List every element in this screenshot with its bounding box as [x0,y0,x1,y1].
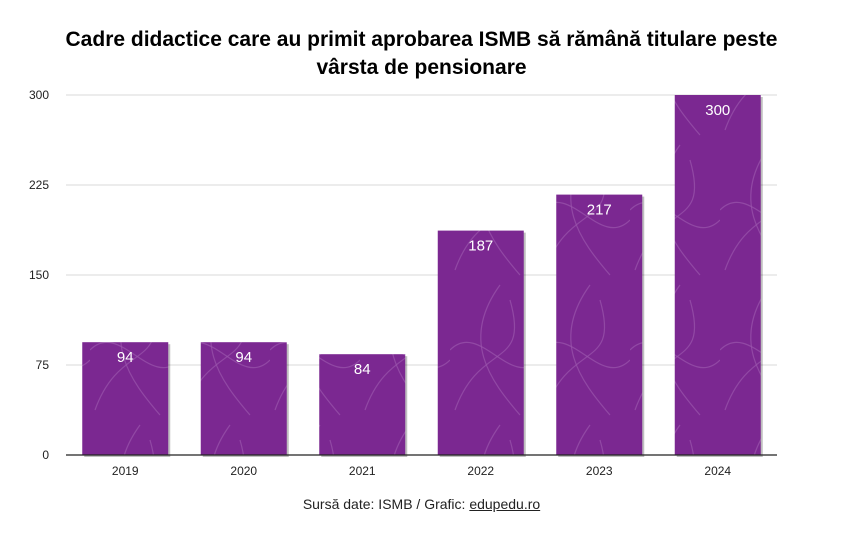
chart-title: Cadre didactice care au primit aprobarea… [65,28,778,79]
data-label-2024: 300 [705,102,730,119]
x-tick-label-2022: 2022 [467,464,494,478]
source-caption: Sursă date: ISMB / Grafic: edupedu.ro [0,496,843,512]
x-tick-label-2024: 2024 [704,464,731,478]
data-label-2023: 217 [587,202,612,219]
bars [82,95,763,457]
source-link[interactable]: edupedu.ro [469,496,541,512]
x-tick-label-2019: 2019 [112,464,139,478]
x-axis-ticks: 2019 2020 2021 2022 2023 2024 [112,464,732,478]
data-label-2020: 94 [235,349,252,366]
x-tick-label-2021: 2021 [349,464,376,478]
y-tick-label: 75 [36,358,50,372]
y-tick-label: 0 [42,448,49,462]
y-tick-label: 150 [29,268,49,282]
y-axis-ticks: 0 75 150 225 300 [29,88,49,462]
bar-2019 [82,342,169,455]
data-label-2019: 94 [117,349,134,366]
y-tick-label: 300 [29,88,49,102]
bar-2024 [674,95,761,455]
data-label-2022: 187 [468,238,493,255]
x-tick-label-2023: 2023 [586,464,613,478]
source-prefix: Sursă date: ISMB / Grafic: [302,496,470,512]
data-label-2021: 84 [354,361,371,378]
bar-data-labels: 94 94 84 187 217 300 [117,102,730,378]
bar-2020 [200,342,287,455]
grid-lines [66,94,777,366]
y-tick-label: 225 [29,178,49,192]
x-tick-label-2020: 2020 [230,464,257,478]
bar-2023 [556,194,643,455]
bar-2021 [319,354,406,455]
bar-2022 [437,230,524,455]
